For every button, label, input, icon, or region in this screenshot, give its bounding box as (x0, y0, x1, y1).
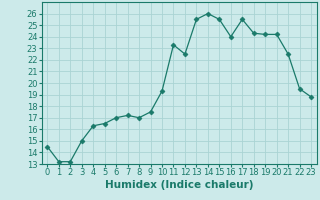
X-axis label: Humidex (Indice chaleur): Humidex (Indice chaleur) (105, 180, 253, 190)
